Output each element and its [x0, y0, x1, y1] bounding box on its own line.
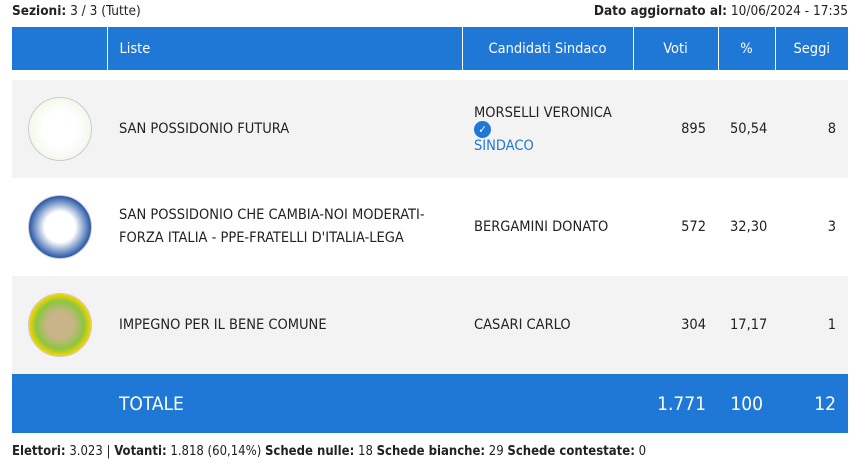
table-row: SAN POSSIDONIO FUTURA MORSELLI VERONICA …: [12, 80, 848, 178]
sezioni-info: Sezioni: 3 / 3 (Tutte): [12, 3, 141, 19]
col-perc: %: [717, 27, 775, 70]
list-logo: [27, 195, 92, 259]
table-row: IMPEGNO PER IL BENE COMUNE CASARI CARLO …: [12, 276, 848, 374]
total-row: TOTALE 1.771 100 12: [12, 374, 848, 433]
verified-check-icon: ✓: [474, 120, 491, 138]
col-liste: Liste: [106, 27, 462, 70]
col-seggi: Seggi: [774, 27, 848, 70]
col-voti: Voti: [632, 27, 718, 70]
table-header: Liste Candidati Sindaco Voti % Seggi: [12, 27, 848, 70]
results-table: Liste Candidati Sindaco Voti % Seggi SAN…: [12, 27, 848, 433]
col-candidati: Candidati Sindaco: [461, 27, 633, 70]
elected-badge: SINDACO: [474, 137, 534, 154]
list-logo: [27, 97, 92, 161]
turnout-summary: Elettori: 3.023 | Votanti: 1.818 (60,14%…: [12, 444, 647, 459]
table-row: SAN POSSIDONIO CHE CAMBIA-NOI MODERATI-F…: [12, 178, 848, 276]
list-logo: [27, 293, 92, 357]
update-info: Dato aggiornato al: 10/06/2024 - 17:35: [593, 3, 848, 19]
